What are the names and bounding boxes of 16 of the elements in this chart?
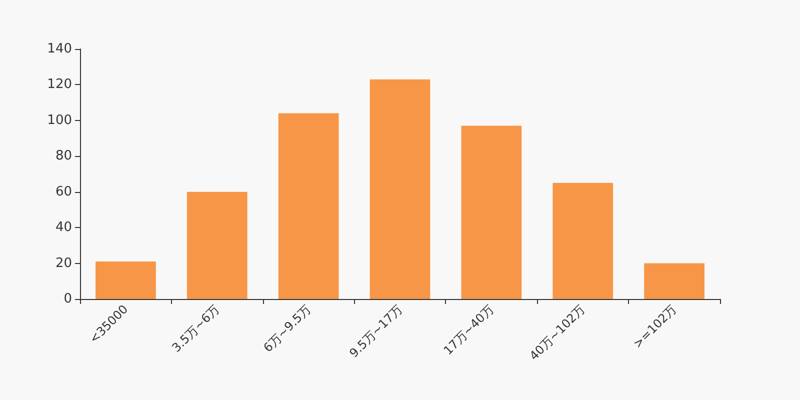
bar <box>370 79 430 299</box>
y-tick-label: 140 <box>47 42 72 56</box>
bar <box>186 192 248 299</box>
bar <box>644 263 704 299</box>
y-tick-label: 60 <box>55 184 72 200</box>
y-tick-label: 40 <box>55 220 72 236</box>
x-tick-label: 3.5万~6万 <box>169 302 222 355</box>
bar <box>96 262 156 299</box>
bar <box>278 113 339 299</box>
y-tick-label: 20 <box>55 256 72 271</box>
y-tick-label: 0 <box>64 292 72 306</box>
y-tick-label: 120 <box>47 77 72 92</box>
y-tick-label: 100 <box>47 112 72 128</box>
y-tick-label: 80 <box>55 148 72 164</box>
bar <box>461 126 522 299</box>
bar <box>552 182 614 299</box>
